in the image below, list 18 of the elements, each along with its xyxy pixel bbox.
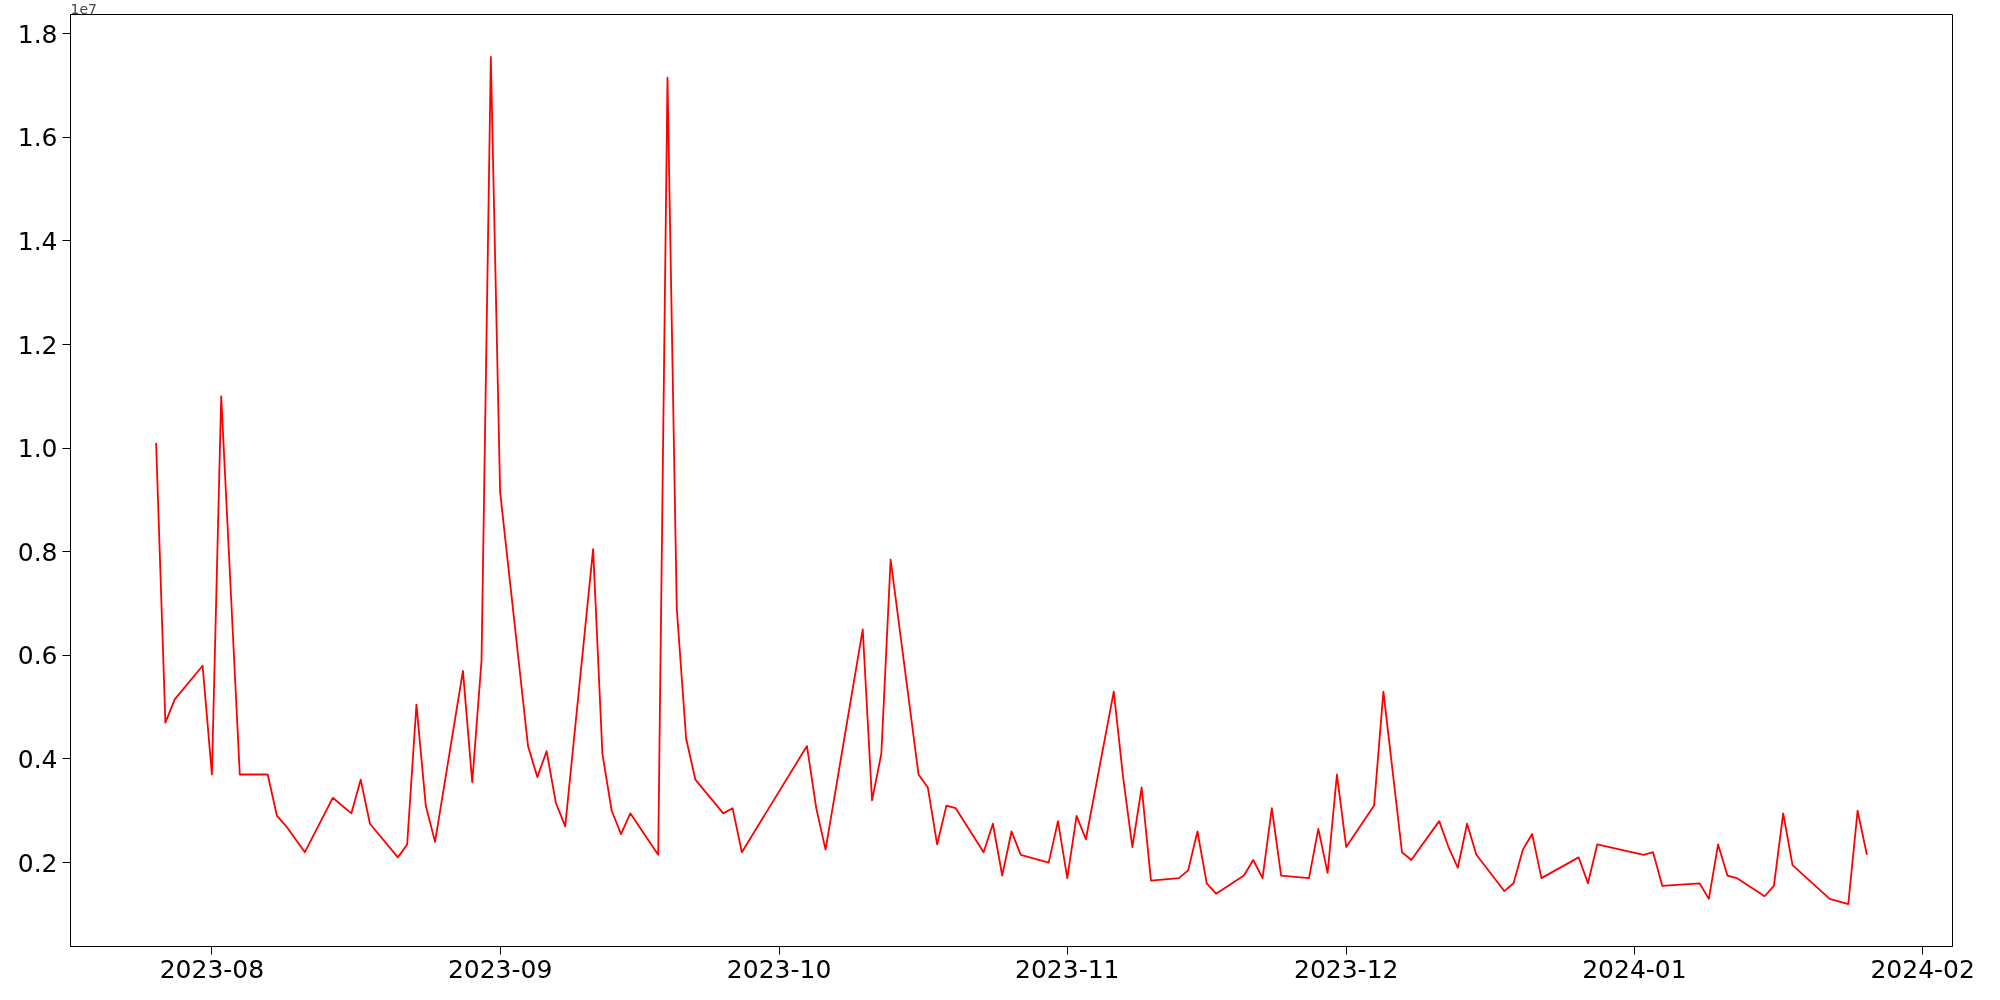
y-tick-label: 1.0 — [17, 434, 58, 464]
y-tick-label: 0.6 — [17, 641, 58, 671]
y-tick-label: 0.2 — [17, 848, 58, 878]
line-series — [155, 56, 1868, 905]
y-tick-label: 1.6 — [17, 123, 58, 153]
y-tick-label: 1.8 — [17, 19, 58, 49]
y-tick-label: 1.2 — [17, 330, 58, 360]
x-tick-label: 2024-02 — [1870, 954, 1975, 984]
x-tick-label: 2023-11 — [1015, 954, 1120, 984]
x-tick-label: 2023-10 — [726, 954, 832, 984]
x-tick-label: 2023-09 — [447, 954, 553, 984]
y-tick-label: 0.4 — [17, 744, 58, 774]
y-tick-label: 1.4 — [17, 226, 58, 256]
y-tick-label: 0.8 — [17, 537, 58, 567]
annotation: 1e7 — [70, 0, 97, 17]
x-tick-label: 2023-08 — [159, 954, 265, 984]
x-tick-label: 2024-01 — [1582, 954, 1687, 984]
x-tick-label: 2023-12 — [1293, 954, 1399, 984]
